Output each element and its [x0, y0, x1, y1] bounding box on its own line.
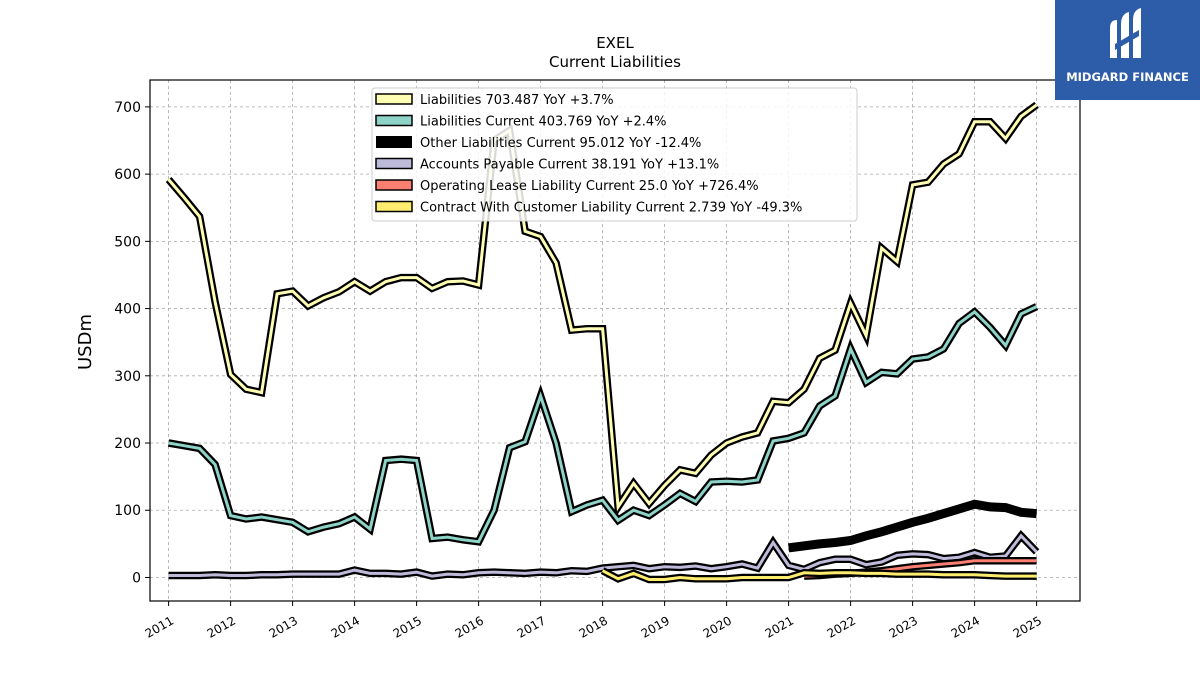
- series-3: [168, 530, 1040, 580]
- midgard-finance-logo: MIDGARD FINANCE: [1055, 0, 1200, 100]
- series-layer: [165, 101, 1040, 584]
- y-tick-label: 100: [114, 503, 141, 519]
- legend: Liabilities 703.487 YoY +3.7% Liabilities…: [371, 87, 858, 222]
- plot-frame: [149, 79, 1081, 602]
- series-line: [168, 305, 1038, 544]
- legend-label: Operating Lease Liability Current 25.0 Y…: [420, 179, 759, 194]
- logo-text: MIDGARD FINANCE: [1066, 70, 1189, 84]
- y-tick-label: 700: [114, 100, 141, 116]
- legend-swatch: [375, 200, 413, 213]
- y-axis-label: USDm: [75, 314, 96, 370]
- legend-label: Liabilities Current 403.769 YoY +2.4%: [420, 115, 667, 130]
- legend-label: Contract With Customer Liability Current…: [420, 201, 802, 216]
- series-line: [168, 533, 1038, 578]
- chart-title: EXEL: [596, 34, 634, 52]
- y-ticks: 0 100 200 300 400 500 600 700: [114, 100, 150, 586]
- legend-label: Accounts Payable Current 38.191 YoY +13.…: [420, 158, 719, 173]
- series-0: [165, 101, 1039, 518]
- series-1: [167, 303, 1039, 546]
- legend-swatch: [376, 136, 412, 148]
- legend-label: Liabilities 703.487 YoY +3.7%: [420, 93, 614, 108]
- series-line: [167, 103, 1038, 512]
- legend-swatch: [375, 157, 413, 170]
- y-tick-label: 400: [114, 302, 141, 318]
- legend-box: [371, 87, 858, 222]
- y-tick-label: 0: [132, 570, 141, 586]
- legend-label: Other Liabilities Current 95.012 YoY -12…: [420, 136, 701, 151]
- series-2: [788, 499, 1037, 553]
- legend-swatch: [375, 179, 413, 191]
- series-line: [788, 499, 1037, 553]
- series-5: [600, 567, 1037, 584]
- y-tick-label: 500: [114, 234, 141, 250]
- y-tick-label: 600: [114, 167, 141, 183]
- y-tick-label: 200: [114, 436, 141, 452]
- chart-subtitle: Current Liabilities: [549, 53, 681, 71]
- y-tick-label: 300: [114, 369, 141, 385]
- logo-mark-icon: [1110, 8, 1141, 58]
- series-line: [601, 569, 1037, 581]
- legend-swatch: [375, 114, 413, 127]
- legend-swatch: [375, 93, 413, 105]
